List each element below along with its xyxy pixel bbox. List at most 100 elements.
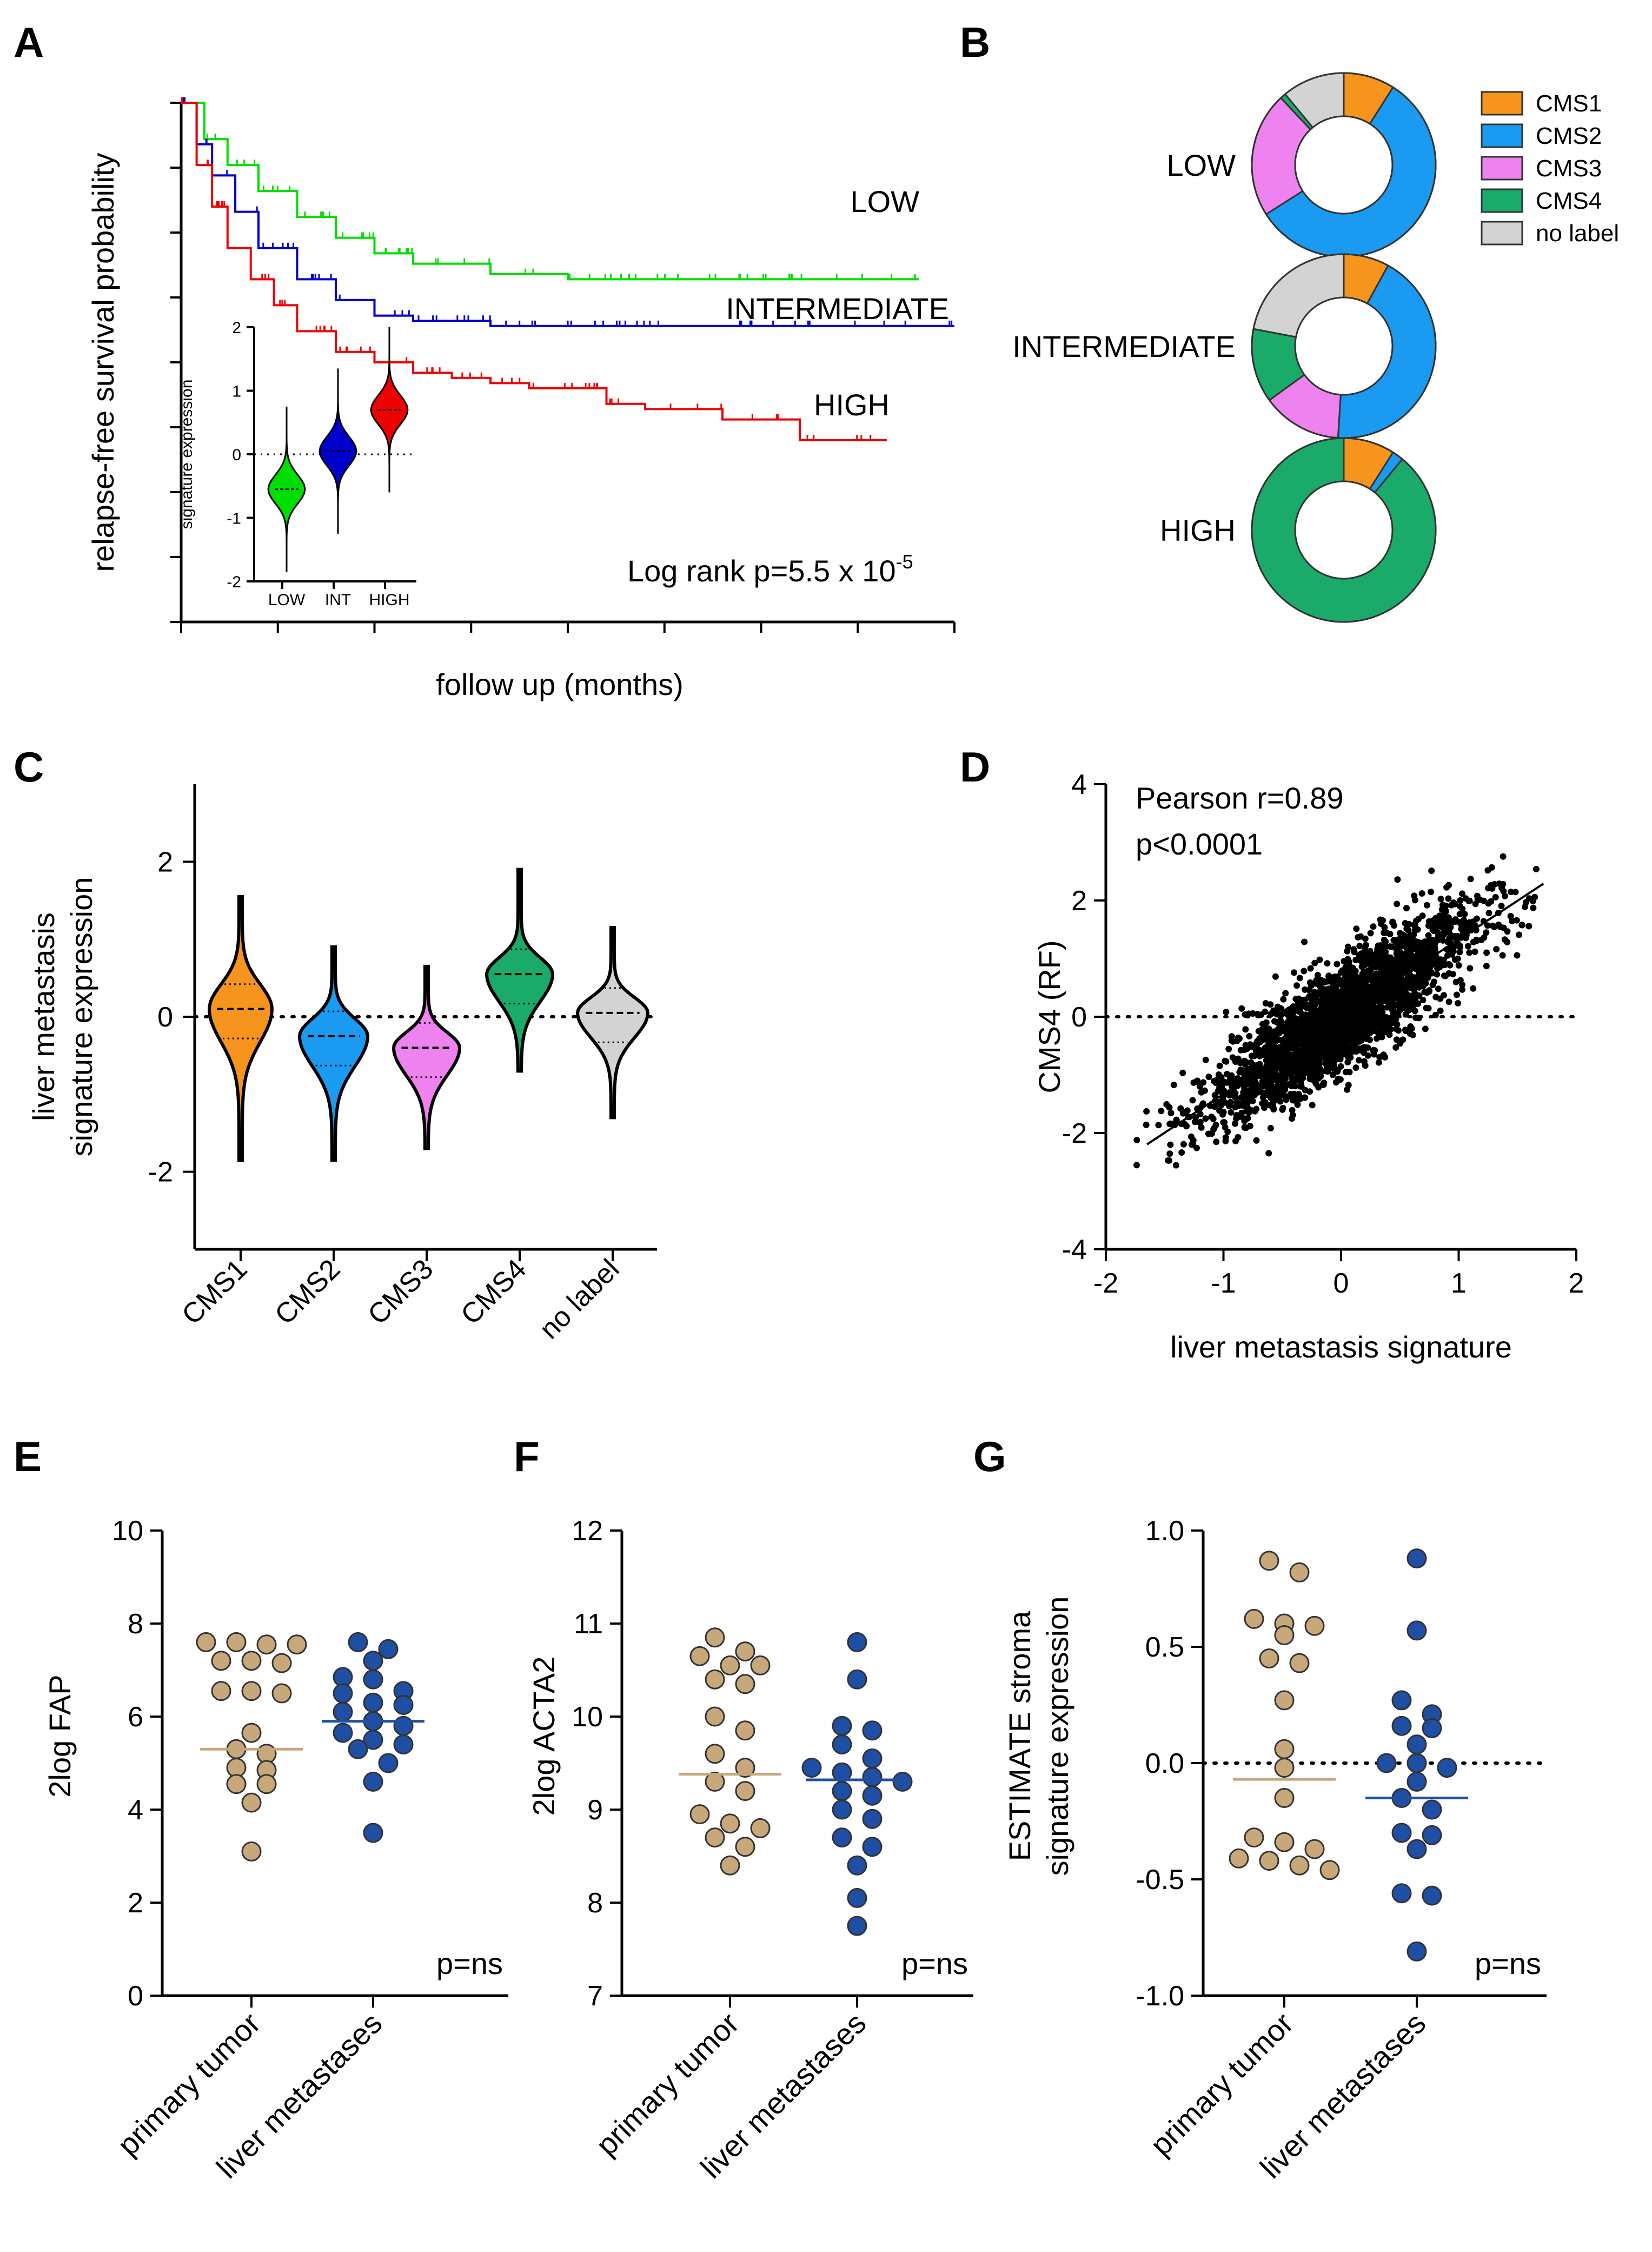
d-point [1365,976,1372,983]
b-legend-label-cms3: CMS3 [1536,155,1602,182]
panelF-dot-metastasis [862,1837,883,1857]
d-point [1432,1011,1439,1018]
d-point [1413,955,1420,962]
d-point [1466,949,1473,956]
panel-label-G: G [973,1433,1006,1480]
d-point [1292,1004,1299,1011]
d-point [1445,998,1452,1005]
panelG-dot-metastasis [1422,1799,1442,1820]
d-point [1429,982,1436,988]
d-point [1437,896,1444,903]
panelE-dot-primary [211,1681,231,1701]
d-point [1261,1049,1268,1056]
d-point [1226,1103,1233,1110]
d-point [1457,897,1464,904]
d-point [1211,1103,1218,1110]
d-point [1328,985,1335,992]
d-point [1332,1079,1339,1086]
panelF-dot-metastasis [862,1809,883,1829]
d-point [1374,1035,1380,1042]
d-point [1333,961,1341,968]
d-point [1337,978,1344,985]
panelG-dot-metastasis [1406,1548,1427,1569]
d-point [1525,923,1532,930]
d-point [1474,915,1480,922]
d-point [1280,996,1287,1003]
d-point [1274,1019,1281,1026]
d-point [1291,1097,1298,1104]
d-point [1278,1011,1285,1018]
d-point [1311,989,1318,996]
d-point [1356,1057,1362,1064]
d-point [1427,944,1434,951]
c-x-ticklabel: CMS3 [362,1253,439,1330]
d-point [1386,995,1394,1002]
panelE-dot-primary [241,1723,262,1743]
d-point [1316,1058,1323,1064]
d-point [1297,1079,1304,1087]
panelE-y-ticklabel: 4 [128,1794,143,1826]
d-point [1459,986,1465,993]
d-pvalue: p<0.0001 [1136,827,1263,861]
d-point [1417,970,1424,977]
panelE-dot-metastasis [393,1716,414,1736]
panelE-dot-primary [271,1653,292,1673]
d-point [1259,1100,1266,1107]
d-point [1467,965,1474,972]
d-point [1447,962,1454,969]
d-point [1411,892,1418,899]
d-point [1267,1095,1274,1101]
panelF-pvalue: p=ns [901,1946,968,1981]
panelE-dot-metastasis [333,1683,353,1704]
a-label-high: HIGH [814,388,890,422]
d-point [1379,964,1386,971]
d-point [1306,1088,1313,1095]
d-point [1202,1056,1209,1063]
d-point [1305,1064,1312,1071]
d-point [1425,937,1432,944]
d-point [1409,931,1416,938]
d-point [1390,1001,1397,1008]
d-point [1210,1115,1217,1122]
d-point [1461,917,1468,924]
d-point [1329,979,1336,986]
d-y-ticklabel: 4 [1071,769,1087,800]
d-point [1457,943,1463,949]
d-point [1443,884,1450,891]
d-point [1211,1125,1218,1131]
d-point [1282,990,1289,997]
d-point [1306,1023,1313,1030]
d-point [1166,1150,1173,1157]
d-point [1394,900,1401,908]
d-point [1316,1067,1323,1074]
d-point [1347,982,1354,989]
d-point [1329,1071,1336,1078]
d-point [1513,917,1520,924]
d-point [1245,1010,1252,1017]
d-point [1518,922,1525,929]
d-point [1231,1120,1238,1127]
d-point [1167,1141,1174,1148]
b-legend-swatch-cms2 [1481,123,1523,148]
d-point [1489,885,1496,892]
d-point [1320,1036,1327,1043]
d-point [1345,957,1352,964]
d-point [1377,916,1384,923]
d-point [1236,1102,1243,1109]
d-point [1331,1022,1338,1029]
d-point [1215,1088,1222,1095]
d-point [1232,1094,1238,1101]
d-point [1491,924,1498,931]
b-legend-swatch-cms4 [1481,188,1523,213]
d-point [1456,911,1463,918]
d-point [1237,1113,1243,1120]
d-point [1269,1100,1276,1107]
d-point [1368,956,1375,963]
a-curve-high [181,102,887,441]
d-point [1481,934,1488,941]
d-point [1381,924,1388,931]
d-point [1342,1025,1349,1032]
panelF-y-ticklabel: 12 [572,1515,603,1547]
d-point [1397,942,1404,949]
